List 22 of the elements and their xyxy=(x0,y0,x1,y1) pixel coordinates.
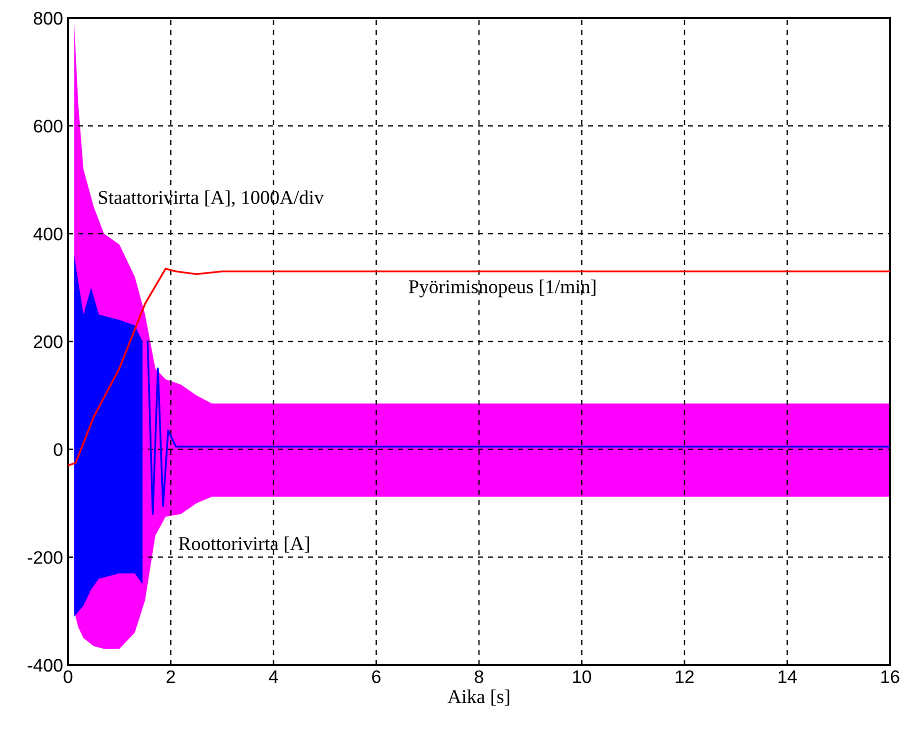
x-tick-label: 8 xyxy=(474,670,484,684)
line-series xyxy=(68,268,890,466)
x-tick-label: 14 xyxy=(778,670,797,683)
y-tick-label: 0 xyxy=(54,443,62,456)
x-tick-label: 2 xyxy=(166,670,175,683)
annotation: Staattorivirta [A], 1000A/div xyxy=(98,190,324,207)
x-axis-title: Aika [s] xyxy=(448,689,510,706)
annotation: Roottorivirta [A] xyxy=(178,536,310,553)
line-series xyxy=(146,340,890,515)
x-tick-label: 0 xyxy=(64,670,72,684)
x-tick-label: 16 xyxy=(881,670,900,684)
x-tick-label: 4 xyxy=(268,670,278,683)
y-tick-label: -200 xyxy=(28,551,62,564)
y-tick-label: 800 xyxy=(34,12,62,25)
x-tick-label: 10 xyxy=(573,670,592,684)
y-tick-label: 600 xyxy=(34,120,62,133)
x-tick-label: 6 xyxy=(372,670,380,684)
y-tick-label: 200 xyxy=(34,335,62,348)
x-tick-label: 12 xyxy=(676,670,694,683)
y-tick-label: -400 xyxy=(28,658,62,672)
annotation: Pyörimisnopeus [1/min] xyxy=(408,280,596,298)
y-tick-label: 400 xyxy=(33,228,62,240)
